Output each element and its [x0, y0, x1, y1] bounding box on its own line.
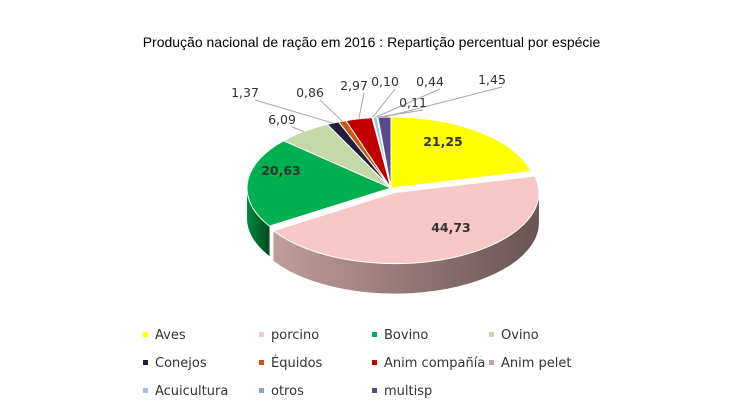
slice-side-2 — [247, 188, 270, 257]
leader-line-9 — [377, 109, 424, 118]
legend-label: multisp — [384, 384, 433, 399]
data-label: 2,97 — [340, 78, 368, 93]
legend-label: Bovino — [384, 328, 429, 343]
pie-leaders — [254, 86, 503, 132]
legend-item: otros — [259, 384, 304, 399]
data-label: 44,73 — [431, 220, 471, 235]
legend-item: porcino — [259, 328, 319, 343]
legend-item: Bovino — [372, 328, 428, 343]
legend-swatch — [372, 360, 377, 365]
legend-swatch — [489, 332, 494, 337]
legend-swatch — [143, 332, 148, 337]
legend-swatch — [489, 360, 494, 365]
data-label: 20,63 — [261, 163, 301, 178]
legend-label: Anim compañía — [384, 356, 486, 371]
pie-sides — [247, 188, 539, 294]
leader-line-8 — [374, 88, 441, 118]
legend-label: Ovino — [501, 328, 539, 343]
leader-line-10 — [384, 86, 503, 118]
leader-line-4 — [254, 99, 333, 124]
slice-aves — [390, 116, 532, 189]
slice-side-1 — [273, 192, 539, 294]
legend-item: multisp — [372, 384, 432, 399]
legend-label: porcino — [271, 328, 320, 343]
legend-label: Acuicultura — [155, 384, 229, 399]
legend-swatch — [259, 388, 264, 393]
legend-item: Acuicultura — [143, 384, 228, 399]
leader-line-3 — [291, 126, 305, 132]
leader-line-5 — [319, 99, 343, 122]
data-label: 0,11 — [399, 95, 427, 110]
data-label: 0,44 — [416, 74, 444, 89]
slice-bovino — [246, 140, 393, 227]
legend-label: Aves — [155, 328, 186, 343]
data-label: 1,45 — [478, 72, 506, 87]
legend-label: otros — [271, 384, 304, 399]
legend-swatch — [143, 360, 148, 365]
chart-title: Produção nacional de ração em 2016 : Rep… — [142, 34, 601, 50]
legend-label: Anim pelet — [501, 356, 572, 371]
legend-swatch — [143, 388, 148, 393]
data-label: 1,37 — [231, 85, 259, 100]
pie-labels: 21,25 44,73 20,63 6,09 1,37 0,86 2,97 0,10 0,44 0… — [231, 72, 506, 235]
data-label: 0,86 — [296, 85, 324, 100]
legend-swatch — [259, 360, 264, 365]
legend-item: Anim pelet — [489, 356, 572, 371]
legend-label: Équidos — [271, 356, 323, 371]
data-label: 21,25 — [423, 134, 463, 149]
slice-porcino — [272, 175, 540, 265]
data-label: 0,10 — [371, 74, 399, 89]
data-label: 6,09 — [268, 112, 296, 127]
legend-item: Ovino — [489, 328, 539, 343]
legend-swatch — [259, 332, 264, 337]
pie-tops — [246, 116, 540, 265]
legend-item: Équidos — [259, 356, 322, 371]
legend-swatch — [372, 388, 377, 393]
leader-line-7 — [372, 88, 396, 118]
legend-item: Conejos — [143, 356, 207, 371]
legend-swatch — [372, 332, 377, 337]
legend-item: Aves — [143, 328, 186, 343]
legend-item: Anim compañía — [372, 356, 485, 371]
leader-line-6 — [358, 92, 365, 119]
legend-label: Conejos — [155, 356, 207, 371]
